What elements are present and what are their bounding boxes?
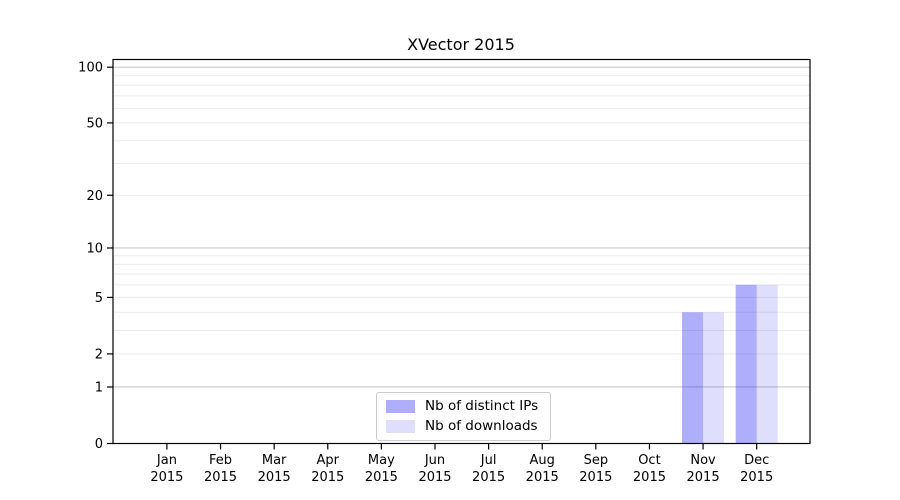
x-tick-label-year: 2015 xyxy=(526,470,559,485)
plot-border xyxy=(112,58,811,445)
legend-swatch-distinct-ips-icon xyxy=(386,400,415,413)
x-tick-label-month: Mar xyxy=(262,453,287,468)
x-tick-label-month: Apr xyxy=(317,453,340,468)
y-tick-label: 0 xyxy=(95,437,103,452)
legend-label-downloads: Nb of downloads xyxy=(425,418,538,434)
bars xyxy=(682,284,778,444)
chart-title: XVector 2015 xyxy=(407,35,515,54)
y-tick-label: 5 xyxy=(95,291,103,306)
x-tick-label-month: Feb xyxy=(209,453,232,468)
x-tick-label-year: 2015 xyxy=(258,470,291,485)
x-tick-label-month: Sep xyxy=(584,453,609,468)
legend-item-distinct-ips: Nb of distinct IPs xyxy=(386,399,538,414)
x-tick-label-month: Jun xyxy=(424,453,445,468)
x-tick-label-year: 2015 xyxy=(311,470,344,485)
y-tick-label: 10 xyxy=(86,241,103,256)
x-tick-label-month: Oct xyxy=(638,453,660,468)
legend-item-downloads: Nb of downloads xyxy=(386,419,538,434)
x-tick-label-year: 2015 xyxy=(150,470,183,485)
legend-swatch-downloads-icon xyxy=(386,420,415,433)
x-tick-label-year: 2015 xyxy=(740,470,773,485)
bar-dec-downloads xyxy=(756,284,778,444)
x-tick-label-month: Jul xyxy=(480,453,497,468)
x-tick-label-year: 2015 xyxy=(633,470,666,485)
x-tick-label-month: Aug xyxy=(530,453,555,468)
x-tick-label-year: 2015 xyxy=(579,470,612,485)
legend-label-distinct-ips: Nb of distinct IPs xyxy=(425,398,539,414)
x-tick-label-year: 2015 xyxy=(472,470,505,485)
x-tick-label-month: Dec xyxy=(744,453,769,468)
x-tick-label-year: 2015 xyxy=(204,470,237,485)
x-tick-label-month: Jan xyxy=(156,453,177,468)
bar-nov-downloads xyxy=(703,312,725,444)
x-tick-label-month: Nov xyxy=(690,453,716,468)
x-tick-label-year: 2015 xyxy=(418,470,451,485)
legend: Nb of distinct IPs Nb of downloads xyxy=(376,392,552,441)
y-tick-label: 20 xyxy=(86,189,103,204)
axes-ticks-and-labels: 0 1 2 5 10 20 50 100 Jan 2015 Feb 2015 Mar 2015 Apr 201… xyxy=(78,61,773,485)
bar-nov-distinct-ips xyxy=(682,312,704,444)
gridlines xyxy=(113,66,810,388)
x-tick-label-month: May xyxy=(368,453,395,468)
y-tick-label: 2 xyxy=(95,347,103,362)
x-tick-label-year: 2015 xyxy=(687,470,720,485)
y-tick-label: 50 xyxy=(86,116,103,131)
y-tick-label: 100 xyxy=(78,61,103,76)
x-tick-label-year: 2015 xyxy=(365,470,398,485)
bar-dec-distinct-ips xyxy=(735,284,757,444)
y-tick-label: 1 xyxy=(95,380,103,395)
